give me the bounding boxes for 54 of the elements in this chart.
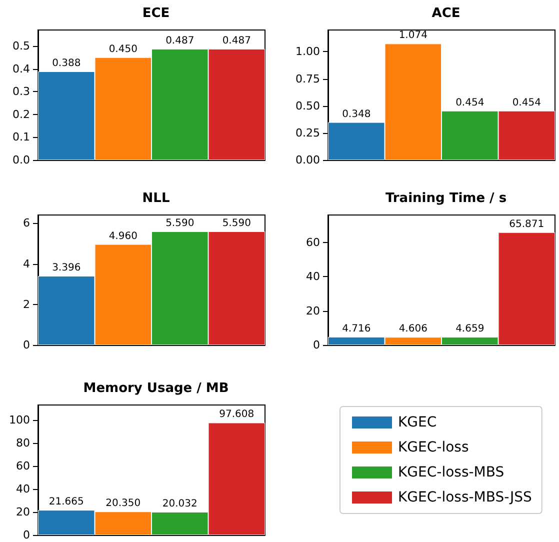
- chart-title: ECE: [142, 6, 170, 21]
- legend-label: KGEC: [398, 414, 437, 430]
- data-label: 0.487: [166, 35, 194, 46]
- y-tick-label: 0.1: [12, 130, 30, 144]
- data-label: 4.960: [108, 230, 138, 242]
- y-tick-label: 0.50: [296, 99, 320, 112]
- y-tick-label: 40: [16, 482, 30, 496]
- legend-label: KGEC-loss: [398, 440, 469, 456]
- legend-label: KGEC-loss-MBS: [398, 464, 504, 480]
- y-tick-label: 60: [306, 236, 320, 249]
- chart-title: Memory Usage / MB: [83, 381, 229, 396]
- chart-title: NLL: [142, 191, 170, 206]
- y-tick-label: 2: [23, 298, 30, 311]
- data-label: 0.388: [52, 58, 81, 70]
- data-label: 5.590: [166, 218, 194, 229]
- y-tick-label: 0.4: [12, 62, 30, 76]
- y-tick-label: 0.2: [12, 108, 30, 121]
- y-tick-label: 0.00: [296, 154, 320, 166]
- data-label: 0.454: [512, 97, 541, 108]
- data-label: 20.350: [106, 498, 141, 510]
- data-label: 5.590: [222, 218, 251, 229]
- y-tick-label: 0.5: [12, 39, 30, 52]
- y-tick-label: 0.75: [296, 72, 320, 86]
- data-label: 65.871: [509, 218, 544, 230]
- data-label: 0.348: [342, 108, 371, 120]
- y-tick-label: 60: [16, 459, 30, 472]
- chart-title: Training Time / s: [385, 191, 507, 206]
- y-tick-label: 40: [306, 270, 320, 284]
- y-tick-label: 0.3: [12, 85, 30, 98]
- data-label: 21.665: [48, 496, 84, 508]
- y-tick-label: 6: [23, 216, 30, 230]
- y-tick-label: 0: [313, 338, 320, 352]
- y-tick-label: 100: [9, 413, 30, 426]
- data-label: 4.606: [398, 324, 428, 335]
- y-tick-label: 4: [23, 257, 30, 270]
- data-label: 3.396: [52, 262, 81, 274]
- y-tick-label: 80: [16, 436, 30, 450]
- y-tick-label: 20: [16, 505, 30, 518]
- data-label: 4.716: [342, 323, 371, 334]
- y-tick-label: 0.0: [12, 154, 30, 166]
- y-tick-label: 0: [23, 338, 30, 352]
- y-tick-label: 1.00: [296, 45, 320, 58]
- data-label: 20.032: [162, 498, 198, 510]
- data-label: 97.608: [219, 409, 254, 420]
- y-tick-label: 0.25: [296, 126, 320, 140]
- data-label: 0.454: [456, 97, 484, 108]
- data-label: 0.450: [108, 44, 138, 55]
- data-label: 1.074: [398, 30, 428, 42]
- data-label: 0.487: [222, 35, 251, 46]
- legend-label: KGEC-loss-MBS-JSS: [398, 490, 532, 506]
- y-tick-label: 0: [23, 528, 30, 542]
- y-tick-label: 20: [306, 304, 320, 318]
- chart-title: ACE: [432, 6, 460, 21]
- data-label: 4.659: [456, 324, 484, 335]
